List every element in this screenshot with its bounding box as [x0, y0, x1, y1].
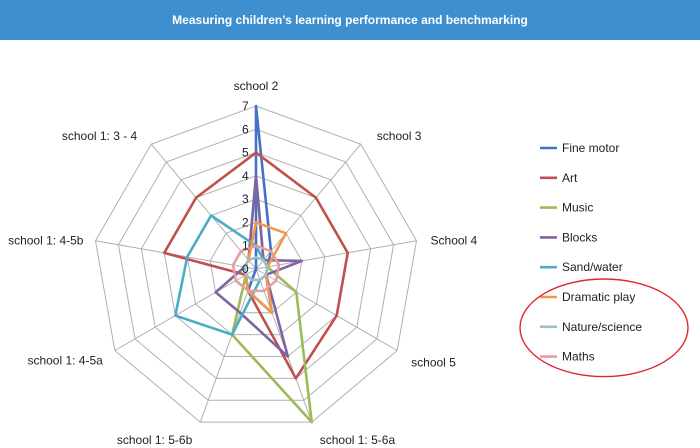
title-banner: Measuring children’s learning performanc… [0, 0, 700, 40]
grid-spoke [255, 240, 417, 270]
category-label: school 1: 4-5b [8, 234, 84, 248]
legend-label: Maths [562, 350, 595, 364]
category-label: school 5 [411, 356, 456, 370]
tick-label: 5 [242, 146, 249, 160]
tick-label: 4 [242, 169, 249, 183]
legend-label: Art [562, 171, 578, 185]
grid-spoke [114, 268, 257, 351]
tick-label: 0 [242, 262, 249, 276]
tick-label: 6 [242, 122, 249, 136]
tick-label: 3 [242, 192, 249, 206]
grid-ring [94, 105, 418, 423]
series-line-nature-science [243, 256, 269, 282]
legend-label: Fine motor [562, 141, 619, 155]
grid-spoke [199, 268, 257, 423]
chart-title: Measuring children’s learning performanc… [172, 13, 528, 27]
series-line-art [162, 151, 350, 380]
highlight-ellipse [519, 278, 689, 378]
category-label: School 4 [431, 234, 478, 248]
series-group [162, 104, 350, 424]
legend: Fine motor Art Music Blocks Sand/water Dramat… [519, 141, 689, 378]
grid-spoke [150, 143, 257, 270]
legend-label: Blocks [562, 230, 597, 244]
legend-label: Nature/science [562, 320, 642, 334]
category-label: school 1: 5-6a [320, 433, 396, 447]
category-label: school 1: 3 - 4 [62, 129, 138, 143]
grid-spoke [255, 268, 398, 351]
grid-ring [209, 221, 303, 314]
grid-ring [117, 128, 395, 401]
tick-label: 7 [242, 99, 249, 113]
category-label: school 3 [377, 129, 422, 143]
series-line-maths [231, 244, 281, 293]
category-label: school 1: 4-5a [27, 354, 103, 368]
legend-label: Music [562, 201, 593, 215]
legend-label: Sand/water [562, 260, 623, 274]
grid-spoke [255, 143, 362, 270]
category-label: school 2 [234, 79, 279, 93]
legend-label: Dramatic play [562, 290, 635, 304]
grid-ring [140, 152, 372, 379]
category-label: school 1: 5-6b [117, 433, 193, 447]
tick-label: 1 [242, 239, 249, 253]
tick-label: 2 [242, 215, 249, 229]
